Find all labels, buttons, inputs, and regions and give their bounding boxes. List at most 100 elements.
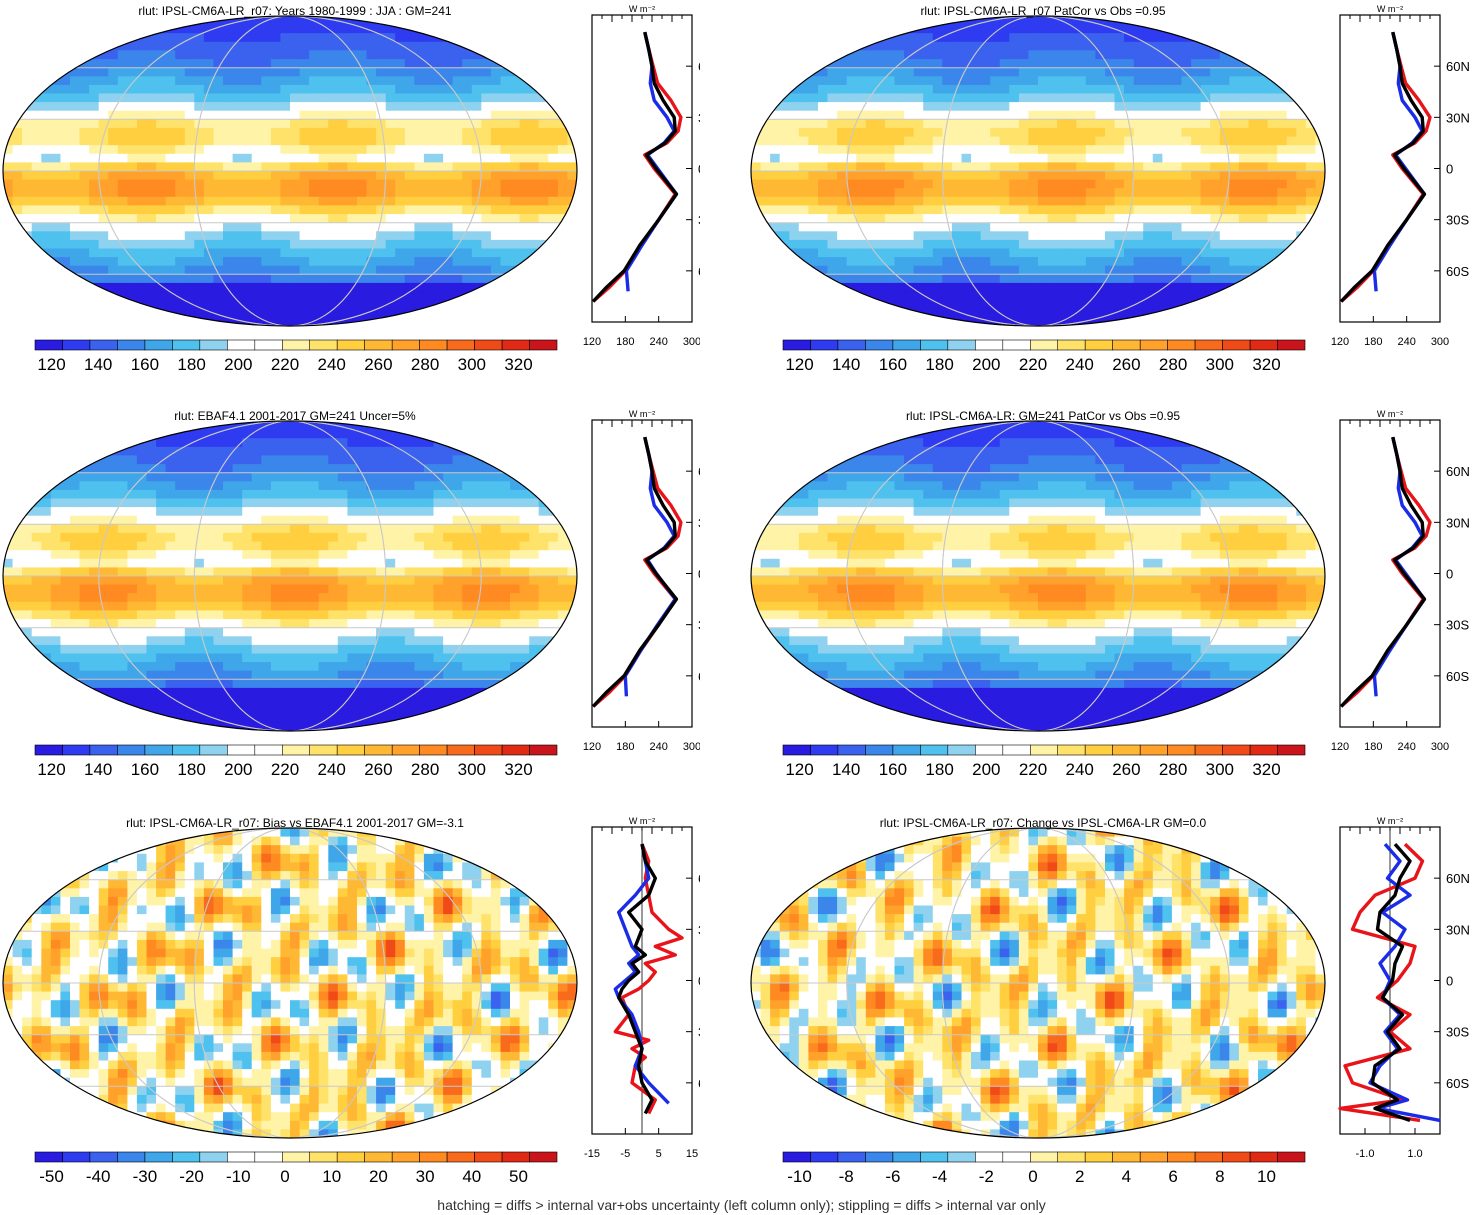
colorbar-label: 200	[224, 760, 252, 779]
lat-label: 30N	[698, 922, 700, 937]
colorbar-label: 220	[271, 760, 299, 779]
colorbar-swatch	[837, 744, 866, 756]
colorbar-swatch	[1222, 1151, 1251, 1163]
panel-5: rlut: IPSL-CM6A-LR_r07: Bias vs EBAF4.1 …	[0, 812, 722, 1197]
x-tick-label: 5	[656, 1148, 662, 1160]
colorbar-swatch	[62, 339, 91, 351]
profile-unit: W m⁻²	[629, 409, 655, 419]
colorbar-label: 20	[369, 1167, 388, 1186]
colorbar-swatch	[782, 744, 811, 756]
x-tick-label: 120	[1331, 336, 1349, 348]
profile-frame	[1339, 14, 1441, 323]
colorbar-swatch	[1167, 744, 1196, 756]
colorbar-swatch	[529, 744, 558, 756]
lat-label: 30S	[1446, 1025, 1469, 1040]
colorbar-label: 240	[1066, 760, 1094, 779]
panel-svg: 120 140 160 180 200 220 240 260 280 300 320 W m⁻² 60…	[750, 409, 1470, 779]
colorbar-swatch	[62, 744, 91, 756]
colorbar-label: -6	[885, 1167, 900, 1186]
colorbar-swatch	[1139, 1151, 1169, 1163]
panel-title: rlut: IPSL-CM6A-LR_r07: Years 1980-1999 …	[138, 4, 452, 18]
colorbar-swatch	[1112, 1151, 1141, 1163]
colorbar-swatch	[1029, 339, 1059, 351]
panel-2: rlut: IPSL-CM6A-LR_r07 PatCor vs Obs =0.…	[748, 0, 1483, 390]
colorbar-label: -4	[932, 1167, 947, 1186]
colorbar-swatch	[975, 339, 1004, 351]
colorbar-label: 0	[1028, 1167, 1037, 1186]
colorbar-swatch	[1029, 744, 1059, 756]
lat-label: 0	[1446, 974, 1453, 989]
profile-series-red	[1339, 436, 1432, 708]
colorbar-label: 280	[1159, 355, 1187, 374]
panel-svg: 120 140 160 180 200 220 240 260 280 300 320 W m⁻² 60…	[2, 409, 722, 779]
lat-label: 30N	[1446, 922, 1470, 937]
profile-series-blue	[1368, 842, 1441, 1123]
colorbar-label: 300	[458, 760, 486, 779]
colorbar-label: -40	[86, 1167, 111, 1186]
colorbar-swatch	[364, 744, 393, 756]
profile-unit: W m⁻²	[1377, 4, 1403, 14]
colorbar-swatch	[62, 1151, 91, 1163]
x-tick-label: -15	[584, 1148, 600, 1160]
profile-plot: W m⁻² 60N 30N 0 30S 60S 120 180 240 300	[1331, 4, 1470, 348]
colorbar: -50 -40 -30 -20 -10 0 10 20 30 40 50	[34, 1151, 558, 1186]
colorbar-label: 260	[364, 760, 392, 779]
panel-3: rlut: EBAF4.1 2001-2017 GM=241 Uncer=5% …	[0, 405, 722, 795]
colorbar-swatch	[227, 1151, 256, 1163]
profile-series-red	[591, 31, 683, 303]
colorbar-swatch	[1167, 339, 1196, 351]
colorbar-swatch	[1167, 1151, 1196, 1163]
colorbar-label: 220	[1019, 355, 1047, 374]
colorbar-label: 6	[1168, 1167, 1177, 1186]
colorbar: 120 140 160 180 200 220 240 260 280 300 320	[34, 339, 558, 374]
lat-label: 60S	[1446, 669, 1469, 684]
x-tick-label: 180	[1364, 336, 1382, 348]
colorbar-label: 160	[879, 355, 907, 374]
profile-plot: W m⁻² 60N 30N 0 30S 60S 120 180 240 300	[583, 409, 722, 753]
lat-label: 30N	[698, 515, 700, 530]
colorbar-swatch	[474, 339, 503, 351]
colorbar-swatch	[1084, 744, 1114, 756]
colorbar-swatch	[1249, 339, 1278, 351]
colorbar-label: -50	[39, 1167, 64, 1186]
profile-plot: W m⁻² 60N 30N 0 30S 60S -15 -5 5 15	[584, 816, 722, 1160]
colorbar-label: 40	[462, 1167, 481, 1186]
colorbar-swatch	[474, 1151, 503, 1163]
colorbar-swatch	[892, 1151, 921, 1163]
colorbar-swatch	[144, 339, 173, 351]
colorbar-swatch	[199, 744, 228, 756]
colorbar-swatch	[1277, 339, 1306, 351]
colorbar: -10 -8 -6 -4 -2 0 2 4 6 8 10	[782, 1151, 1306, 1186]
colorbar-swatch	[309, 744, 338, 756]
lat-label: 60S	[1446, 1076, 1469, 1091]
colorbar-label: 260	[1112, 760, 1140, 779]
colorbar-swatch	[1112, 744, 1141, 756]
colorbar-swatch	[947, 339, 976, 351]
profile-series-black	[617, 843, 657, 1115]
lat-label: 30S	[698, 618, 700, 633]
colorbar-label: 300	[1206, 760, 1234, 779]
x-tick-label: 240	[650, 741, 668, 753]
colorbar-swatch	[199, 1151, 228, 1163]
colorbar-label: 180	[177, 760, 205, 779]
colorbar: 120 140 160 180 200 220 240 260 280 300 320	[782, 339, 1306, 374]
lat-label: 0	[698, 567, 700, 582]
lat-label: 60N	[1446, 464, 1470, 479]
profile-series-black	[1339, 31, 1427, 303]
colorbar-swatch	[1249, 1151, 1278, 1163]
colorbar: 120 140 160 180 200 220 240 260 280 300 320	[782, 744, 1306, 779]
x-tick-label: 300	[1431, 741, 1449, 753]
colorbar-swatch	[391, 744, 421, 756]
colorbar-label: 200	[972, 760, 1000, 779]
colorbar-label: 140	[832, 760, 860, 779]
profile-plot: W m⁻² 60N 30N 0 30S 60S 120 180 240 300	[1331, 409, 1470, 753]
colorbar-swatch	[34, 1151, 63, 1163]
profile-series-red	[1338, 842, 1425, 1123]
colorbar-swatch	[446, 1151, 475, 1163]
x-tick-label: 300	[683, 336, 700, 348]
colorbar-label: 320	[504, 355, 532, 374]
map-border	[2, 420, 578, 732]
colorbar-swatch	[1029, 1151, 1059, 1163]
colorbar-swatch	[144, 1151, 173, 1163]
colorbar-swatch	[309, 339, 338, 351]
